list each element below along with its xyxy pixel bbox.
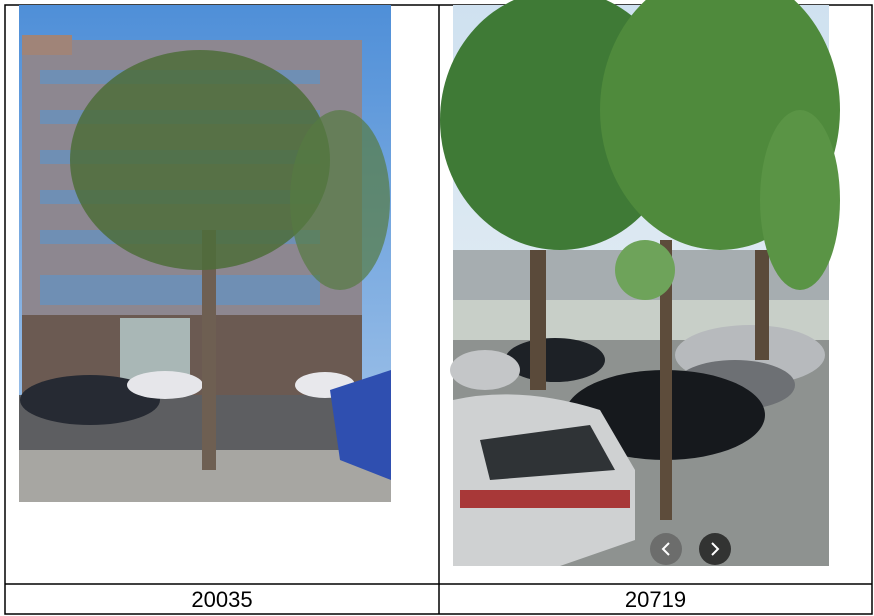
document-table [0, 0, 874, 616]
photo-right [440, 0, 840, 566]
prev-button[interactable] [650, 533, 682, 565]
next-button[interactable] [699, 533, 731, 565]
caption: 20035 [5, 585, 439, 615]
caption: 20719 [439, 585, 872, 615]
page: 20035 20719 (() => { const data = JSON.p… [0, 0, 874, 616]
photo-left [19, 5, 391, 502]
